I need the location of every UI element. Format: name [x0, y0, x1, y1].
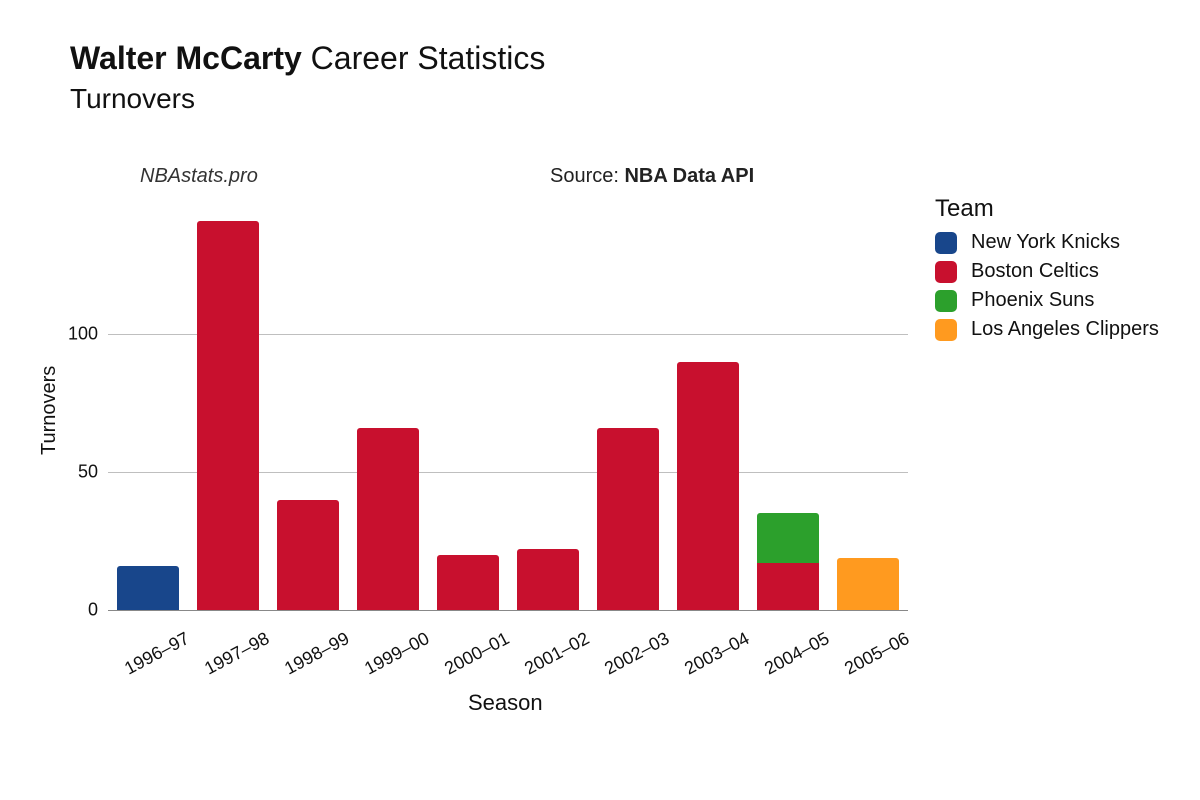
- legend-swatch: [935, 319, 957, 341]
- legend: Team New York Knicks Boston Celtics Phoeni…: [935, 195, 1159, 347]
- source-prefix: Source:: [550, 165, 624, 187]
- bar-segment: [757, 513, 819, 563]
- x-tick-label: 2002–03: [601, 628, 673, 679]
- x-tick-label: 1998–99: [281, 628, 353, 679]
- title-block: Walter McCarty Career Statistics Turnove…: [70, 40, 545, 115]
- legend-label: Los Angeles Clippers: [971, 318, 1159, 341]
- title-player: Walter McCarty: [70, 40, 302, 76]
- legend-item: Boston Celtics: [935, 260, 1159, 283]
- source-name: NBA Data API: [624, 165, 754, 187]
- legend-swatch: [935, 232, 957, 254]
- bar-segment: [677, 362, 739, 610]
- watermark-text: NBAstats.pro: [140, 165, 258, 188]
- legend-item: Los Angeles Clippers: [935, 318, 1159, 341]
- legend-item: New York Knicks: [935, 231, 1159, 254]
- y-tick-label: 0: [48, 600, 108, 621]
- chart-container: Walter McCarty Career Statistics Turnove…: [0, 0, 1200, 800]
- chart-subtitle: Turnovers: [70, 83, 545, 115]
- bar-column: [517, 210, 579, 610]
- legend-title: Team: [935, 195, 1159, 223]
- x-tick-label: 2003–04: [681, 628, 753, 679]
- bar-column: [117, 210, 179, 610]
- y-tick-label: 100: [48, 324, 108, 345]
- y-axis-label: Turnovers: [38, 366, 61, 455]
- bar-column: [437, 210, 499, 610]
- x-axis-label: Season: [468, 690, 543, 716]
- legend-item: Phoenix Suns: [935, 289, 1159, 312]
- bar-column: [277, 210, 339, 610]
- bar-segment: [517, 549, 579, 610]
- bar-column: [677, 210, 739, 610]
- x-tick-label: 2000–01: [441, 628, 513, 679]
- bar-segment: [597, 428, 659, 610]
- bar-column: [197, 210, 259, 610]
- x-tick-label: 1999–00: [361, 628, 433, 679]
- bar-column: [597, 210, 659, 610]
- legend-swatch: [935, 261, 957, 283]
- x-tick-label: 2005–06: [841, 628, 913, 679]
- legend-label: Boston Celtics: [971, 260, 1099, 283]
- bar-segment: [277, 500, 339, 610]
- x-tick-label: 1996–97: [121, 628, 193, 679]
- source-attribution: Source: NBA Data API: [550, 165, 754, 188]
- x-axis-line: [108, 610, 908, 611]
- bar-column: [757, 210, 819, 610]
- legend-label: Phoenix Suns: [971, 289, 1094, 312]
- x-tick-label: 2004–05: [761, 628, 833, 679]
- legend-swatch: [935, 290, 957, 312]
- bar-segment: [437, 555, 499, 610]
- bar-column: [357, 210, 419, 610]
- bar-segment: [757, 563, 819, 610]
- legend-label: New York Knicks: [971, 231, 1120, 254]
- bar-segment: [357, 428, 419, 610]
- bar-segment: [837, 558, 899, 610]
- bar-segment: [197, 221, 259, 610]
- chart-title: Walter McCarty Career Statistics: [70, 40, 545, 77]
- title-rest: Career Statistics: [311, 40, 546, 76]
- x-tick-label: 2001–02: [521, 628, 593, 679]
- y-tick-label: 50: [48, 462, 108, 483]
- bar-segment: [117, 566, 179, 610]
- x-tick-label: 1997–98: [201, 628, 273, 679]
- plot-area: 050100 1996–971997–981998–991999–002000–…: [108, 210, 908, 610]
- legend-items: New York Knicks Boston Celtics Phoenix Sun…: [935, 231, 1159, 341]
- bar-column: [837, 210, 899, 610]
